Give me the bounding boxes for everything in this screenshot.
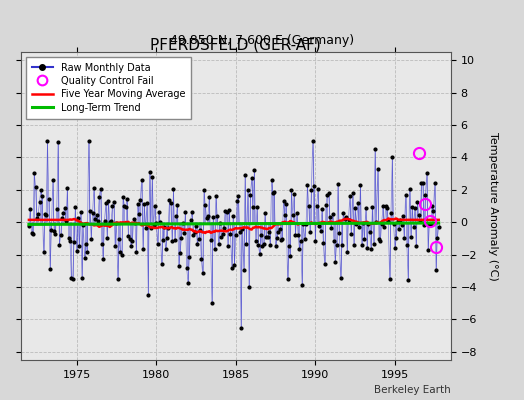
Title: PFERDSFELD (GER-AF): PFERDSFELD (GER-AF) xyxy=(150,37,321,52)
Legend: Raw Monthly Data, Quality Control Fail, Five Year Moving Average, Long-Term Tren: Raw Monthly Data, Quality Control Fail, … xyxy=(26,57,191,119)
Text: Berkeley Earth: Berkeley Earth xyxy=(374,385,451,395)
Y-axis label: Temperature Anomaly (°C): Temperature Anomaly (°C) xyxy=(488,132,498,280)
Text: 49.850 N, 7.600 E (Germany): 49.850 N, 7.600 E (Germany) xyxy=(170,34,354,47)
